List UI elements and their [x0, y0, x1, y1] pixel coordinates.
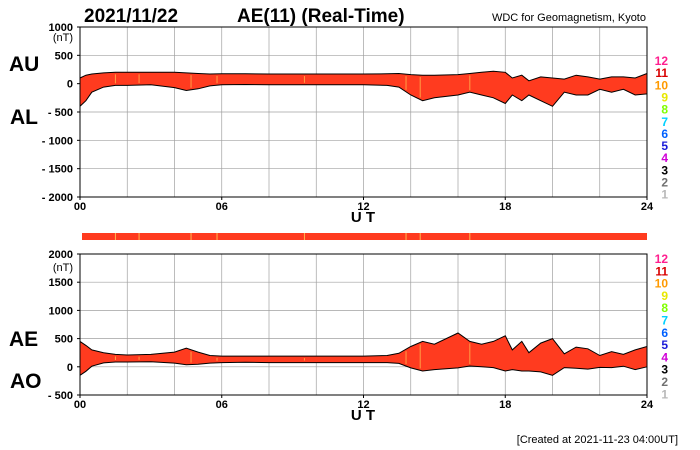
al-label: AL — [10, 106, 38, 129]
created-timestamp: [Created at 2021-11-23 04:00UT] — [517, 434, 678, 446]
station-number-8: 8 — [661, 103, 668, 117]
station-number-10: 10 — [655, 277, 669, 291]
p2-ytick-label: - 500 — [48, 390, 73, 402]
ao-series-line — [79, 361, 648, 376]
station-number-12: 12 — [655, 54, 669, 68]
p2-xtick-label: 00 — [74, 399, 86, 411]
station-number-8: 8 — [661, 301, 668, 315]
source-label: WDC for Geomagnetism, Kyoto — [492, 12, 646, 24]
ae-ao-grid — [80, 254, 647, 395]
au-al-plot-frame — [79, 26, 648, 198]
p2-xtick-label: 12 — [357, 399, 369, 411]
p2-xtick-label: 24 — [641, 399, 654, 411]
au-al-grid — [80, 27, 647, 197]
station-number-3: 3 — [661, 363, 668, 377]
station-number-11: 11 — [655, 66, 668, 80]
au-al-data — [79, 70, 648, 107]
station-number-5: 5 — [661, 338, 668, 352]
p1-ytick-label: - 1500 — [42, 164, 73, 176]
au-al-x-axis-label: U T — [351, 209, 375, 226]
unit-label-ae-ao: (nT) — [53, 262, 73, 274]
au-al-y-ticks: 1000 500 0 - 500 - 1000 - 1500 - 2000 — [42, 22, 80, 204]
station-number-3: 3 — [661, 163, 668, 177]
station-number-5: 5 — [661, 139, 668, 153]
p2-ytick-label: 2000 — [49, 249, 73, 261]
plot-date: 2021/11/22 — [84, 6, 178, 27]
p1-ytick-label: - 500 — [48, 107, 73, 119]
au-label: AU — [9, 53, 39, 76]
p1-xtick-label: 06 — [216, 201, 228, 213]
station-number-6: 6 — [661, 127, 668, 141]
station-number-4: 4 — [661, 151, 668, 165]
p2-ytick-label: 0 — [67, 362, 73, 374]
station-number-11: 11 — [655, 264, 668, 278]
coverage-bar — [82, 233, 647, 240]
station-number-7: 7 — [661, 314, 668, 328]
ae-ao-x-ticks: 00 06 12 18 24 — [74, 395, 654, 411]
p2-ytick-label: 1500 — [49, 277, 73, 289]
station-number-1: 1 — [661, 188, 668, 202]
ae-ao-y-ticks: 2000 1500 1000 500 0 - 500 — [48, 249, 80, 402]
station-number-1: 1 — [661, 387, 668, 401]
unit-label-au-al: (nT) — [53, 32, 73, 44]
p1-xtick-label: 18 — [499, 201, 511, 213]
p1-ytick-label: 1000 — [49, 22, 73, 34]
station-number-9: 9 — [661, 90, 668, 104]
p2-xtick-label: 06 — [216, 399, 228, 411]
station-number-10: 10 — [655, 78, 669, 92]
station-number-6: 6 — [661, 326, 668, 340]
ae-ao-x-axis-label: U T — [351, 407, 375, 424]
station-number-9: 9 — [661, 289, 668, 303]
p1-ytick-label: 500 — [55, 50, 73, 62]
ao-label: AO — [10, 370, 42, 393]
ae-ao-plot-frame — [79, 253, 648, 396]
station-coverage-strip — [82, 233, 647, 240]
p1-ytick-label: - 2000 — [42, 192, 73, 204]
au-al-x-ticks: 00 06 12 18 24 — [74, 197, 654, 213]
au-series-line — [79, 70, 648, 82]
au-al-band — [80, 71, 647, 107]
ae-ao-band — [80, 333, 647, 376]
p1-ytick-label: - 1000 — [42, 135, 73, 147]
p2-xtick-label: 18 — [499, 399, 511, 411]
station-number-7: 7 — [661, 115, 668, 129]
station-number-12: 12 — [655, 252, 669, 266]
ae-label: AE — [9, 328, 38, 351]
plot-title: AE(11) (Real-Time) — [237, 6, 405, 27]
p1-xtick-label: 24 — [641, 201, 654, 213]
p1-ytick-label: 0 — [67, 79, 73, 91]
ae-ao-data — [79, 332, 648, 376]
station-number-2: 2 — [661, 176, 668, 190]
p2-ytick-label: 1000 — [49, 305, 73, 317]
p1-xtick-label: 12 — [357, 201, 369, 213]
p1-xtick-label: 00 — [74, 201, 86, 213]
ae-series-line — [79, 332, 648, 357]
ae-ao-stripes — [114, 343, 471, 369]
station-number-2: 2 — [661, 375, 668, 389]
au-al-stripes — [114, 74, 471, 98]
p2-ytick-label: 500 — [55, 334, 73, 346]
station-number-4: 4 — [661, 350, 668, 364]
al-series-line — [79, 83, 648, 107]
